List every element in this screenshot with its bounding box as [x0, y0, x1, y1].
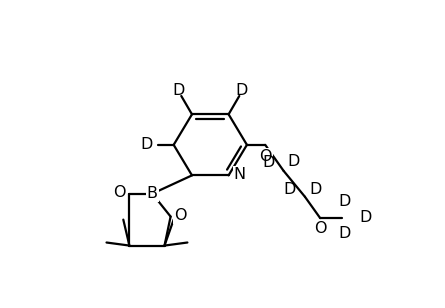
Text: N: N — [234, 167, 246, 182]
Text: D: D — [338, 194, 351, 209]
Text: B: B — [147, 186, 158, 201]
Text: O: O — [174, 208, 187, 223]
Text: D: D — [283, 182, 296, 197]
Text: D: D — [140, 137, 152, 152]
Text: D: D — [263, 155, 275, 170]
Text: O: O — [259, 149, 272, 164]
Text: O: O — [113, 185, 125, 200]
Text: D: D — [172, 83, 185, 98]
Text: D: D — [338, 226, 351, 241]
Text: D: D — [236, 83, 248, 98]
Text: D: D — [359, 210, 372, 225]
Text: D: D — [309, 182, 322, 197]
Text: O: O — [315, 221, 327, 236]
Text: D: D — [287, 153, 299, 168]
